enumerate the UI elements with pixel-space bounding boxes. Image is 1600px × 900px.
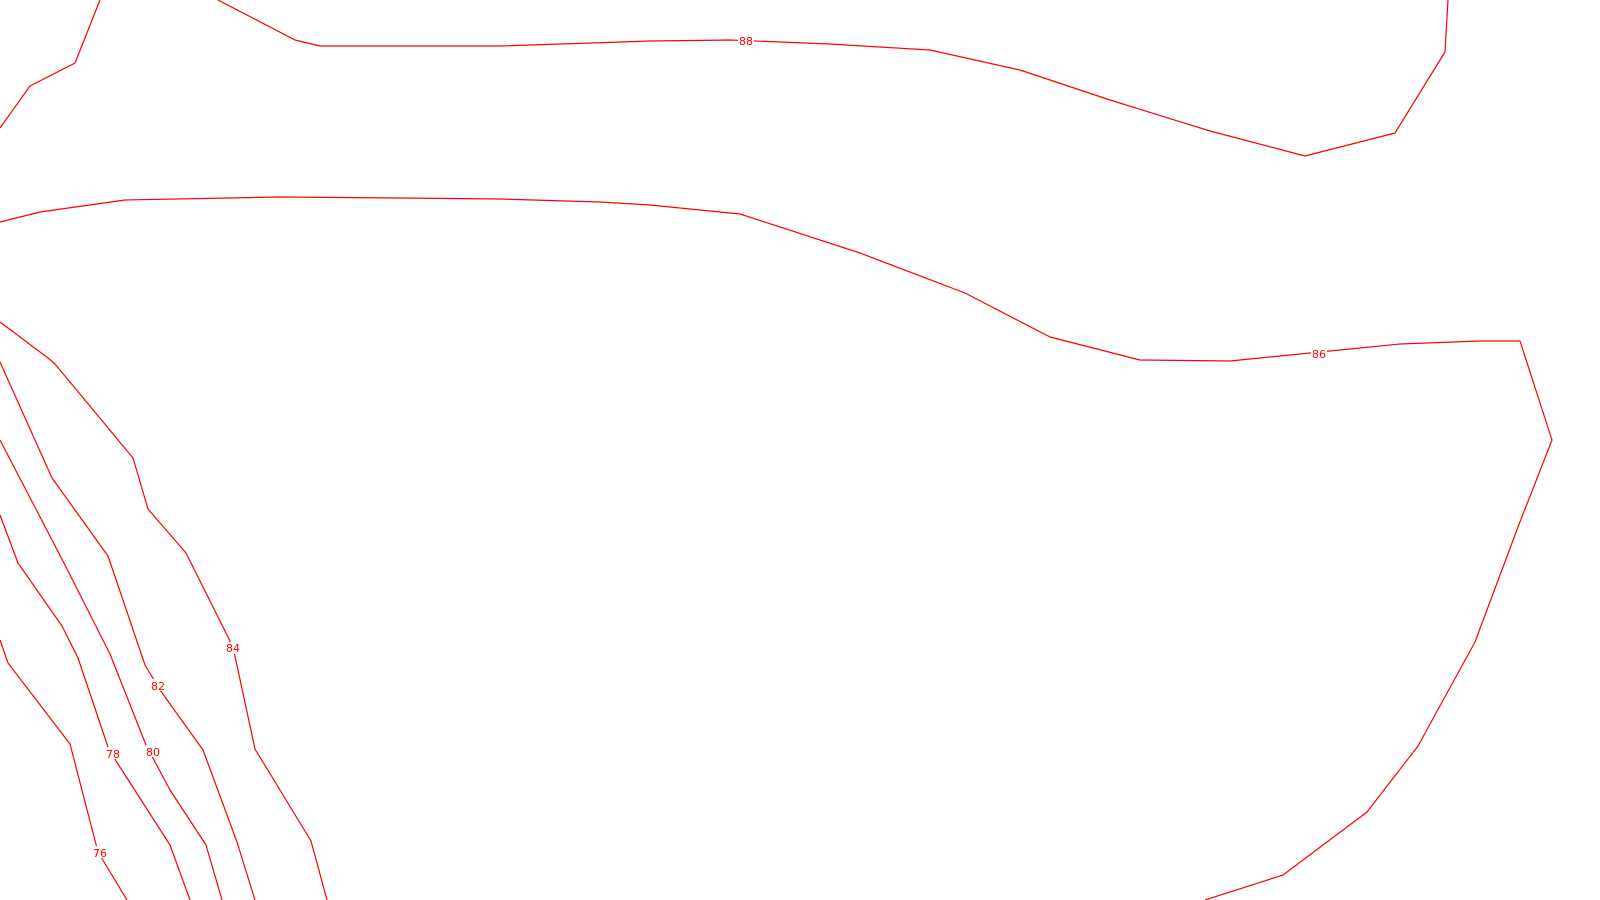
contour-label-86: 86 [1312, 348, 1326, 361]
contour-line-88-west [0, 0, 101, 129]
label-gap-78 [105, 747, 121, 759]
contour-label-76: 76 [93, 847, 107, 860]
contour-label-82: 82 [151, 680, 165, 693]
contour-line-88 [217, 0, 1449, 157]
label-gap-82 [150, 679, 166, 691]
label-gap-88 [738, 34, 754, 46]
contour-line-84 [0, 321, 328, 900]
contour-line-86 [0, 196, 1553, 900]
contour-line-78 [0, 514, 191, 900]
contour-label-88: 88 [739, 35, 753, 48]
label-gap-86 [1311, 347, 1327, 359]
elevation-labels: 88 86 84 82 80 78 76 [92, 34, 1327, 860]
contour-line-80 [0, 439, 223, 900]
label-gap-76 [92, 846, 108, 858]
contour-label-84: 84 [226, 642, 240, 655]
contour-label-78: 78 [106, 748, 120, 761]
contour-line-82 [0, 361, 256, 900]
label-gap-80 [145, 745, 161, 757]
label-gap-84 [225, 642, 241, 654]
contour-label-80: 80 [146, 746, 160, 759]
contour-line-76 [0, 639, 128, 900]
